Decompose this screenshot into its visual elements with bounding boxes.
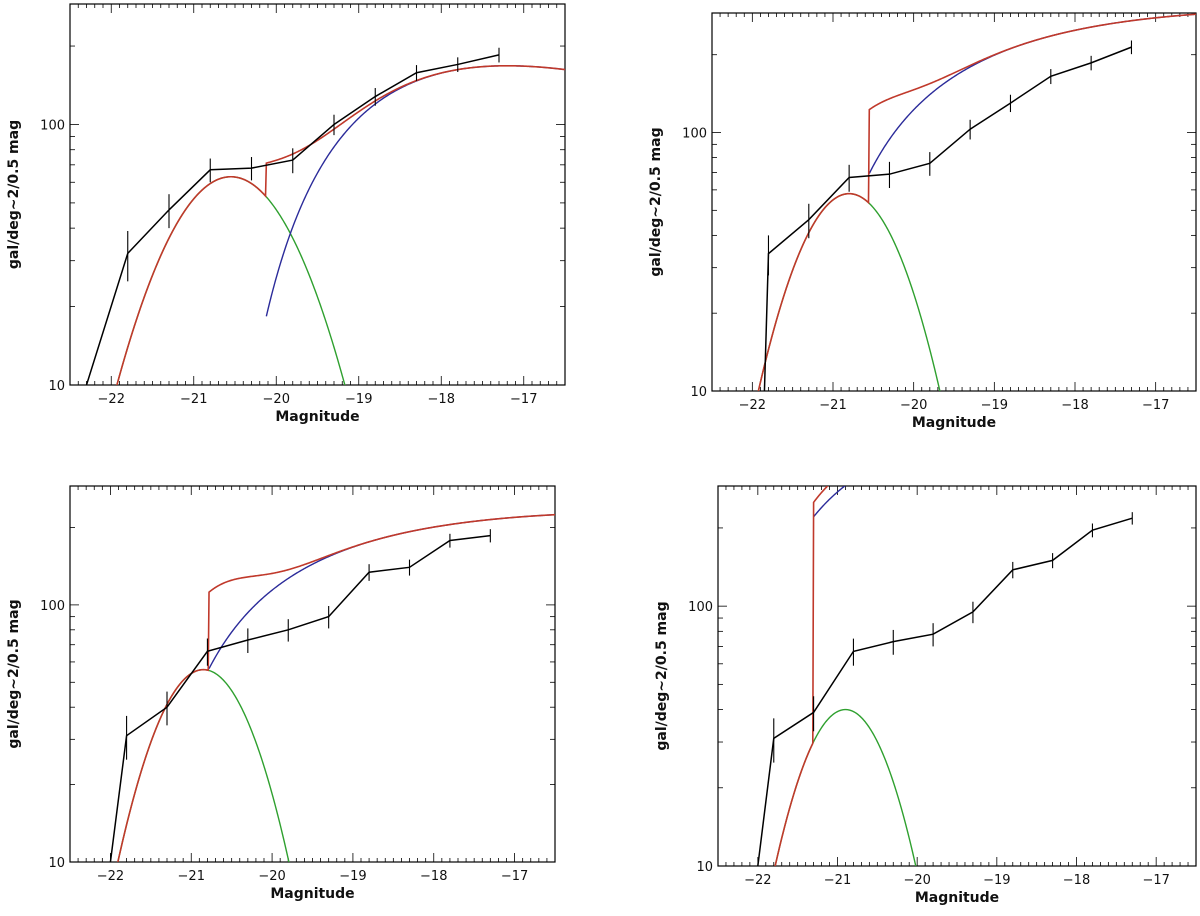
chart1-curves (757, 13, 1196, 391)
chart0-x-tick-label: −21 (180, 392, 207, 407)
chart3-x-tick-label: −20 (903, 873, 930, 888)
chart1-x-tick-label: −19 (981, 398, 1008, 413)
chart1-plot-frame (711, 12, 1197, 392)
chart1-y-tick-label: 100 (682, 127, 707, 142)
chart1-data-line (763, 46, 1132, 391)
chart2-x-tick-label: −17 (501, 869, 528, 884)
chart3-y-tick-label: 100 (688, 600, 713, 615)
chart0-x-tick-label: −18 (428, 392, 455, 407)
chart0-bright-component-curve (116, 176, 346, 385)
chart0-x-axis-label: Magnitude (275, 409, 359, 425)
chart2-x-tick-label: −21 (178, 869, 205, 884)
chart0-plot-frame (69, 3, 566, 386)
chart1-x-tick-label: −18 (1061, 398, 1088, 413)
chart2-y-tick-label: 100 (40, 599, 65, 614)
chart0-data-line (85, 54, 500, 385)
chart3-bright-component-curve (774, 708, 917, 866)
chart2-y-tick-label: 10 (48, 856, 65, 871)
panel-top-left: −22 −21 −20 −19 −18 −17 10 100 Magnitude gal/deg~… (6, 3, 566, 425)
chart1-x-tick-label: −17 (1142, 398, 1169, 413)
chart0-x-tick-label: −17 (510, 392, 537, 407)
chart1-x-tick-label: −21 (819, 398, 846, 413)
chart2-x-tick-label: −19 (339, 869, 366, 884)
chart0-total-fit-curve (116, 64, 565, 385)
chart1-faint-component-curve (868, 13, 1196, 174)
chart2-x-axis-label: Magnitude (270, 886, 354, 902)
chart1-y-axis-label: gal/deg~2/0.5 mag (648, 127, 664, 276)
chart1-x-axis-label: Magnitude (912, 415, 996, 431)
chart0-x-tick-label: −20 (263, 392, 290, 407)
chart1-x-tick-label: −22 (739, 398, 766, 413)
chart1-y-tick-label: 10 (690, 385, 707, 400)
chart2-x-tick-label: −22 (97, 869, 124, 884)
chart3-x-tick-label: −18 (1063, 873, 1090, 888)
chart1-total-fit-curve (757, 13, 1196, 391)
chart2-x-tick-label: −18 (420, 869, 447, 884)
chart2-y-axis-label: gal/deg~2/0.5 mag (6, 599, 22, 748)
chart0-curves (85, 47, 565, 385)
chart3-x-tick-label: −17 (1142, 873, 1169, 888)
chart2-plot-frame (69, 485, 556, 863)
chart2-curves (109, 513, 555, 862)
chart3-y-axis-label: gal/deg~2/0.5 mag (654, 601, 670, 750)
chart2-x-tick-label: −20 (258, 869, 285, 884)
chart3-total-fit-curve (774, 486, 829, 866)
chart0-y-axis-label: gal/deg~2/0.5 mag (6, 120, 22, 269)
panel-bottom-left: −22 −21 −20 −19 −18 −17 10 100 Magnitude gal/deg~… (6, 485, 556, 902)
chart3-x-axis-label: Magnitude (915, 890, 999, 906)
chart3-y-tick-label: 10 (696, 860, 713, 875)
chart0-x-tick-label: −22 (98, 392, 125, 407)
chart1-bright-component-curve (757, 192, 941, 391)
chart3-faint-component-curve (813, 486, 846, 518)
panel-bottom-right: −22 −21 −20 −19 −18 −17 10 100 Magnitude gal/deg~… (654, 485, 1197, 906)
chart0-y-tick-label: 10 (48, 379, 65, 394)
chart0-x-tick-label: −19 (345, 392, 372, 407)
panel-top-right: −22 −21 −20 −19 −18 −17 10 100 Magnitude gal/deg~… (648, 12, 1197, 431)
chart1-x-tick-label: −20 (900, 398, 927, 413)
chart2-total-fit-curve (117, 513, 555, 862)
chart0-y-tick-label: 100 (40, 118, 65, 133)
chart3-x-tick-label: −22 (744, 873, 771, 888)
chart2-bright-component-curve (117, 668, 290, 862)
chart3-x-tick-label: −19 (983, 873, 1010, 888)
chart3-curves (757, 486, 1133, 866)
chart3-x-tick-label: −21 (824, 873, 851, 888)
